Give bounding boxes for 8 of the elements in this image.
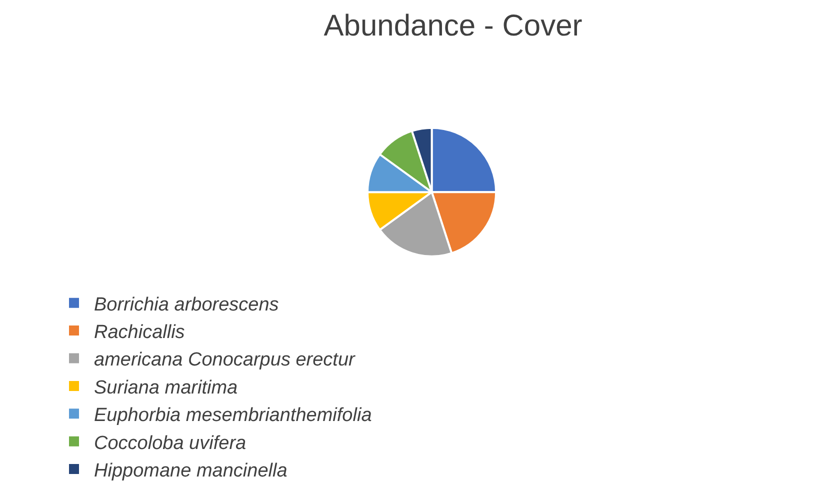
legend-label: Coccoloba uvifera <box>94 432 246 454</box>
legend-label: americana Conocarpus erectur <box>94 350 356 371</box>
legend-label: Hippomane mancinella <box>94 460 288 482</box>
legend-label: Suriana maritima <box>94 377 238 398</box>
chart-title: Abundance - Cover <box>324 10 582 43</box>
legend-label: Euphorbia mesembrianthemifolia <box>94 405 372 426</box>
legend-label: Rachicallis <box>94 322 186 343</box>
legend-label: Borrichia arborescens <box>94 294 280 316</box>
